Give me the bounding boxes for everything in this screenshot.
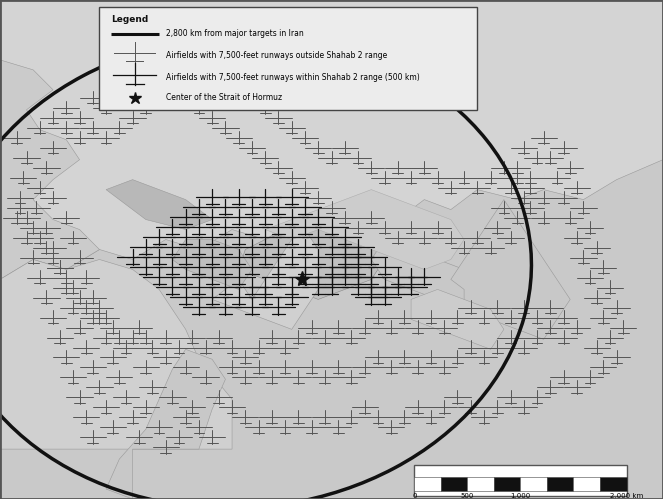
Bar — [414, 465, 627, 496]
Bar — [441, 477, 467, 491]
Bar — [520, 477, 547, 491]
Polygon shape — [239, 220, 385, 299]
Text: 1,000: 1,000 — [511, 493, 530, 499]
Bar — [573, 477, 600, 491]
Bar — [467, 477, 494, 491]
Text: 0: 0 — [412, 493, 416, 499]
Polygon shape — [0, 0, 99, 279]
Polygon shape — [0, 259, 232, 449]
Text: Legend: Legend — [111, 15, 148, 24]
Bar — [494, 477, 520, 491]
Polygon shape — [0, 0, 663, 279]
Text: Airfields with 7,500-feet runways outside Shahab 2 range: Airfields with 7,500-feet runways outsid… — [166, 51, 387, 60]
Polygon shape — [106, 180, 212, 230]
Bar — [600, 477, 627, 491]
Text: 2,800 km from major targets in Iran: 2,800 km from major targets in Iran — [166, 29, 304, 38]
Text: 2,000 km: 2,000 km — [610, 493, 643, 499]
Polygon shape — [411, 289, 504, 349]
Polygon shape — [371, 240, 477, 309]
Polygon shape — [451, 200, 570, 339]
Polygon shape — [172, 240, 252, 289]
Polygon shape — [212, 230, 318, 329]
Text: Center of the Strait of Hormuz: Center of the Strait of Hormuz — [166, 93, 282, 102]
Polygon shape — [106, 349, 225, 499]
FancyBboxPatch shape — [99, 7, 477, 110]
Text: Airfields with 7,500-feet runways within Shahab 2 range (500 km): Airfields with 7,500-feet runways within… — [166, 73, 420, 82]
Bar — [414, 477, 441, 491]
Polygon shape — [265, 190, 464, 269]
Bar — [547, 477, 573, 491]
Text: 500: 500 — [461, 493, 474, 499]
